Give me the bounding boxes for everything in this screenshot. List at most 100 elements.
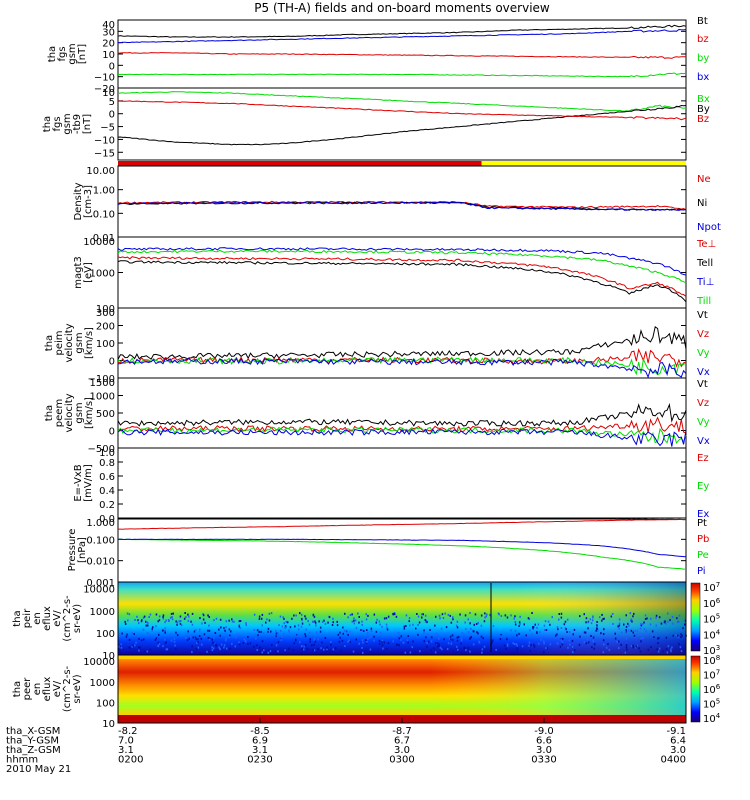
speckle-cell	[352, 650, 355, 653]
speckle-cell	[578, 643, 581, 646]
speckle-cell	[158, 643, 161, 646]
speckle-cell	[288, 647, 290, 650]
speckle-cell	[220, 643, 223, 646]
speckle-cell	[636, 630, 639, 633]
legend-entry-Pt: Pt	[697, 518, 707, 529]
speckle-cell	[119, 650, 121, 653]
speckle-cell	[135, 641, 137, 644]
speckle-cell	[142, 628, 145, 631]
series-line-Vt	[117, 402, 687, 427]
panel-3: 10.00 1.00 0.10 0.01 Density [cm-3] Ne Ni Npot	[73, 165, 721, 244]
speckle-cell	[365, 618, 368, 621]
speckle-cell	[233, 620, 235, 623]
speckle-cell	[191, 612, 194, 615]
speckle-cell	[137, 646, 140, 648]
speckle-cell	[474, 613, 477, 616]
speckle-cell	[174, 644, 176, 647]
speckle-cell	[158, 632, 160, 635]
speckle-cell	[630, 618, 633, 621]
series-line-Bx	[117, 91, 687, 112]
speckle-cell	[560, 612, 563, 615]
speckle-cell	[632, 646, 634, 649]
speckle-cell	[569, 643, 571, 646]
legend-entry-Ne: Ne	[697, 174, 711, 185]
speckle-cell	[157, 620, 159, 623]
speckle-cell	[387, 642, 390, 645]
speckle-cell	[515, 643, 518, 646]
speckle-cell	[630, 629, 633, 632]
series-line-Till	[117, 249, 687, 284]
speckle-cell	[632, 644, 634, 647]
speckle-cell	[438, 637, 440, 640]
speckle-cell	[367, 638, 369, 640]
y-axis-label: [km/s]	[84, 397, 95, 429]
speckle-cell	[134, 619, 136, 621]
y-tick-label: 10	[102, 719, 115, 730]
speckle-cell	[195, 638, 197, 641]
legend-entry-Tell: Tell	[696, 258, 713, 269]
colorbar-label: 103	[703, 644, 720, 657]
speckle-cell	[269, 650, 272, 653]
speckle-cell	[658, 637, 660, 639]
speckle-cell	[369, 636, 371, 639]
speckle-cell	[680, 636, 682, 639]
speckle-cell	[261, 624, 263, 627]
speckle-cell	[283, 617, 285, 620]
speckle-cell	[385, 635, 388, 638]
speckle-cell	[365, 613, 367, 616]
speckle-cell	[567, 646, 569, 649]
y-tick-label: 5	[109, 97, 115, 108]
speckle-cell	[521, 645, 524, 648]
speckle-cell	[175, 631, 177, 634]
speckle-cell	[187, 619, 190, 622]
speckle-cell	[436, 645, 439, 648]
speckle-cell	[449, 638, 451, 641]
speckle-cell	[285, 620, 287, 623]
speckle-cell	[349, 640, 351, 643]
speckle-cell	[326, 646, 328, 649]
y-tick-label: 10	[102, 651, 115, 662]
speckle-cell	[361, 639, 364, 641]
series-line-Pi	[117, 538, 687, 558]
series-line-Ti⊥	[117, 247, 687, 276]
x-row-value: 0230	[247, 755, 272, 766]
speckle-cell	[564, 620, 567, 623]
speckle-cell	[124, 620, 126, 623]
speckle-cell	[316, 631, 318, 634]
speckle-cell	[506, 643, 509, 646]
speckle-cell	[155, 637, 158, 640]
speckle-cell	[357, 612, 359, 615]
speckle-cell	[568, 631, 571, 633]
speckle-cell	[353, 622, 355, 625]
speckle-cell	[206, 650, 208, 653]
speckle-cell	[602, 651, 605, 654]
speckle-cell	[162, 617, 164, 620]
speckle-cell	[513, 617, 515, 620]
speckle-cell	[282, 616, 284, 619]
speckle-cell	[313, 638, 315, 641]
speckle-cell	[180, 620, 182, 622]
speckle-cell	[427, 634, 430, 637]
y-tick-label: 0.0	[99, 514, 115, 525]
speckle-cell	[555, 634, 557, 637]
speckle-cell	[173, 640, 176, 643]
y-tick-label: 10.00	[86, 166, 115, 177]
speckle-cell	[309, 638, 311, 641]
x-row-value: 3.0	[394, 745, 410, 756]
speckle-cell	[157, 641, 160, 644]
ion-colorbar-bar	[690, 582, 701, 652]
speckle-cell	[134, 644, 136, 647]
speckle-cell	[566, 631, 568, 633]
speckle-cell	[191, 645, 193, 648]
speckle-cell	[301, 617, 303, 620]
speckle-cell	[149, 648, 152, 651]
y-axis-label: en	[32, 612, 43, 625]
speckle-cell	[151, 629, 153, 632]
speckle-cell	[309, 631, 311, 634]
speckle-cell	[423, 640, 425, 643]
speckle-cell	[467, 631, 470, 634]
speckle-cell	[118, 634, 121, 637]
speckle-cell	[167, 619, 170, 622]
speckle-cell	[478, 634, 480, 637]
speckle-cell	[421, 616, 423, 619]
